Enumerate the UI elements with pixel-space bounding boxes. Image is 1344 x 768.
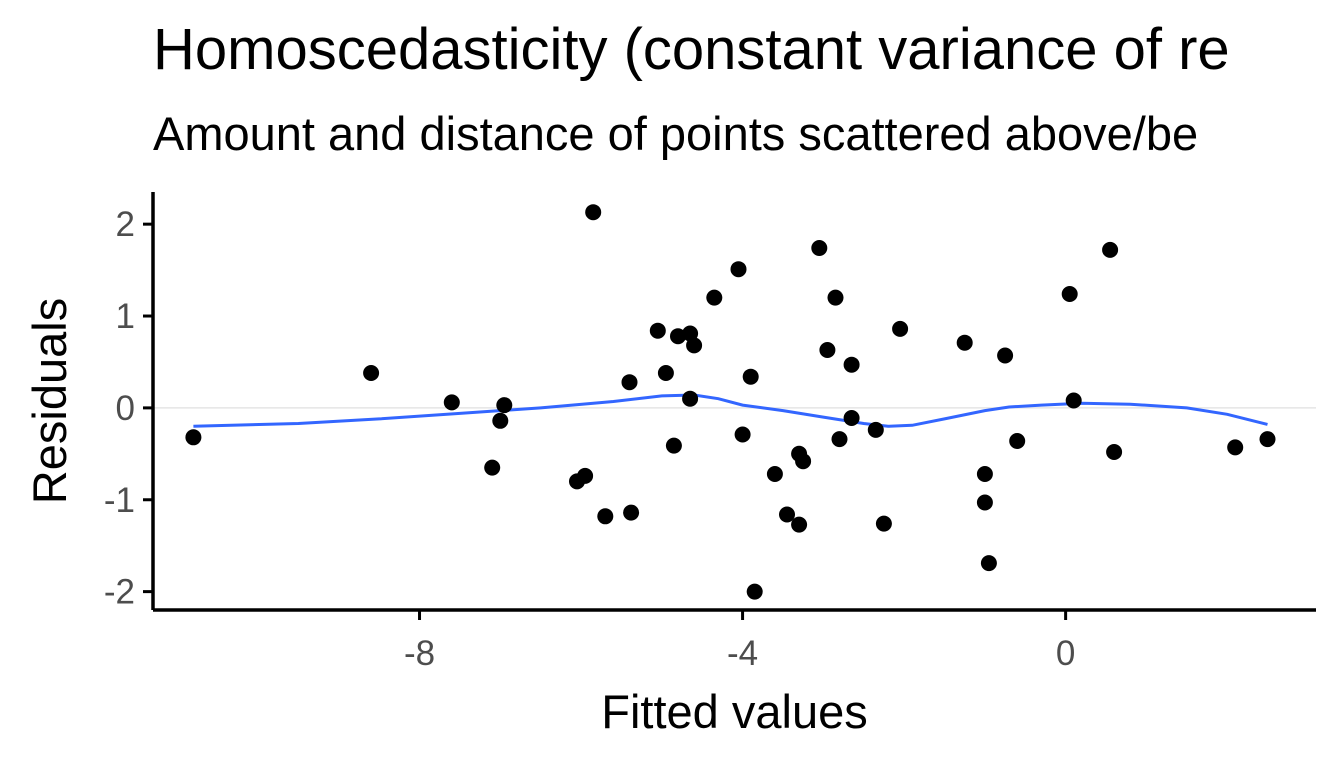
data-point-20 [706,289,723,306]
data-point-45 [1061,286,1078,302]
data-point-23 [742,368,759,385]
data-point-5 [492,412,509,429]
x-tick-label: 0 [1056,634,1075,673]
chart-title: Homoscedasticity (constant variance of r… [153,17,1230,82]
data-point-24 [746,583,763,600]
chart-subtitle: Amount and distance of points scattered … [153,107,1199,160]
data-point-49 [1227,439,1244,456]
data-point-47 [1102,241,1119,258]
data-point-6 [496,397,513,414]
data-point-22 [734,426,751,443]
data-point-42 [980,555,997,572]
y-axis-title: Residuals [23,298,76,504]
data-point-11 [621,374,638,391]
data-point-26 [779,506,795,523]
data-point-33 [831,431,848,448]
loess-smooth-line [193,393,1268,428]
x-tick-label: -8 [404,634,435,673]
data-point-3 [443,394,460,411]
data-point-14 [657,365,674,381]
data-point-48 [1106,444,1123,460]
data-point-32 [827,289,844,306]
data-point-2 [363,365,380,381]
data-point-34 [843,410,860,426]
data-point-1 [185,429,202,446]
data-point-36 [867,421,884,438]
data-point-40 [976,494,993,511]
data-point-31 [819,342,836,358]
data-point-39 [956,334,973,351]
data-point-15 [665,437,682,454]
y-axis-ticks: -2 -1 0 1 2 [104,205,153,612]
data-point-41 [976,466,993,482]
data-point-38 [892,320,909,337]
data-point-19 [686,337,703,354]
y-tick-label: -2 [104,573,135,612]
data-point-46 [1065,392,1082,409]
data-point-18 [682,390,699,407]
data-point-21 [730,261,747,278]
y-tick-label: 2 [116,205,135,244]
data-point-25 [766,466,783,482]
data-point-16 [670,328,686,345]
data-point-8 [577,467,594,484]
x-axis-title: Fitted values [601,685,867,738]
y-tick-label: -1 [104,481,135,520]
data-point-13 [649,322,666,339]
x-axis-ticks: -8 -4 0 [404,610,1075,673]
y-tick-label: 1 [116,297,135,336]
data-point-4 [484,459,501,476]
data-point-43 [997,347,1014,364]
data-point-9 [585,204,602,221]
data-point-30 [811,240,828,256]
data-point-12 [623,504,640,521]
x-tick-label: -4 [727,634,758,673]
data-point-44 [1009,433,1026,449]
data-point-10 [597,508,614,525]
data-point-37 [875,515,892,532]
data-point-50 [1259,431,1276,448]
points-layer [185,204,1276,600]
data-point-29 [795,453,812,470]
y-tick-label: 0 [116,389,135,428]
data-point-35 [843,356,860,373]
data-point-27 [791,516,808,533]
